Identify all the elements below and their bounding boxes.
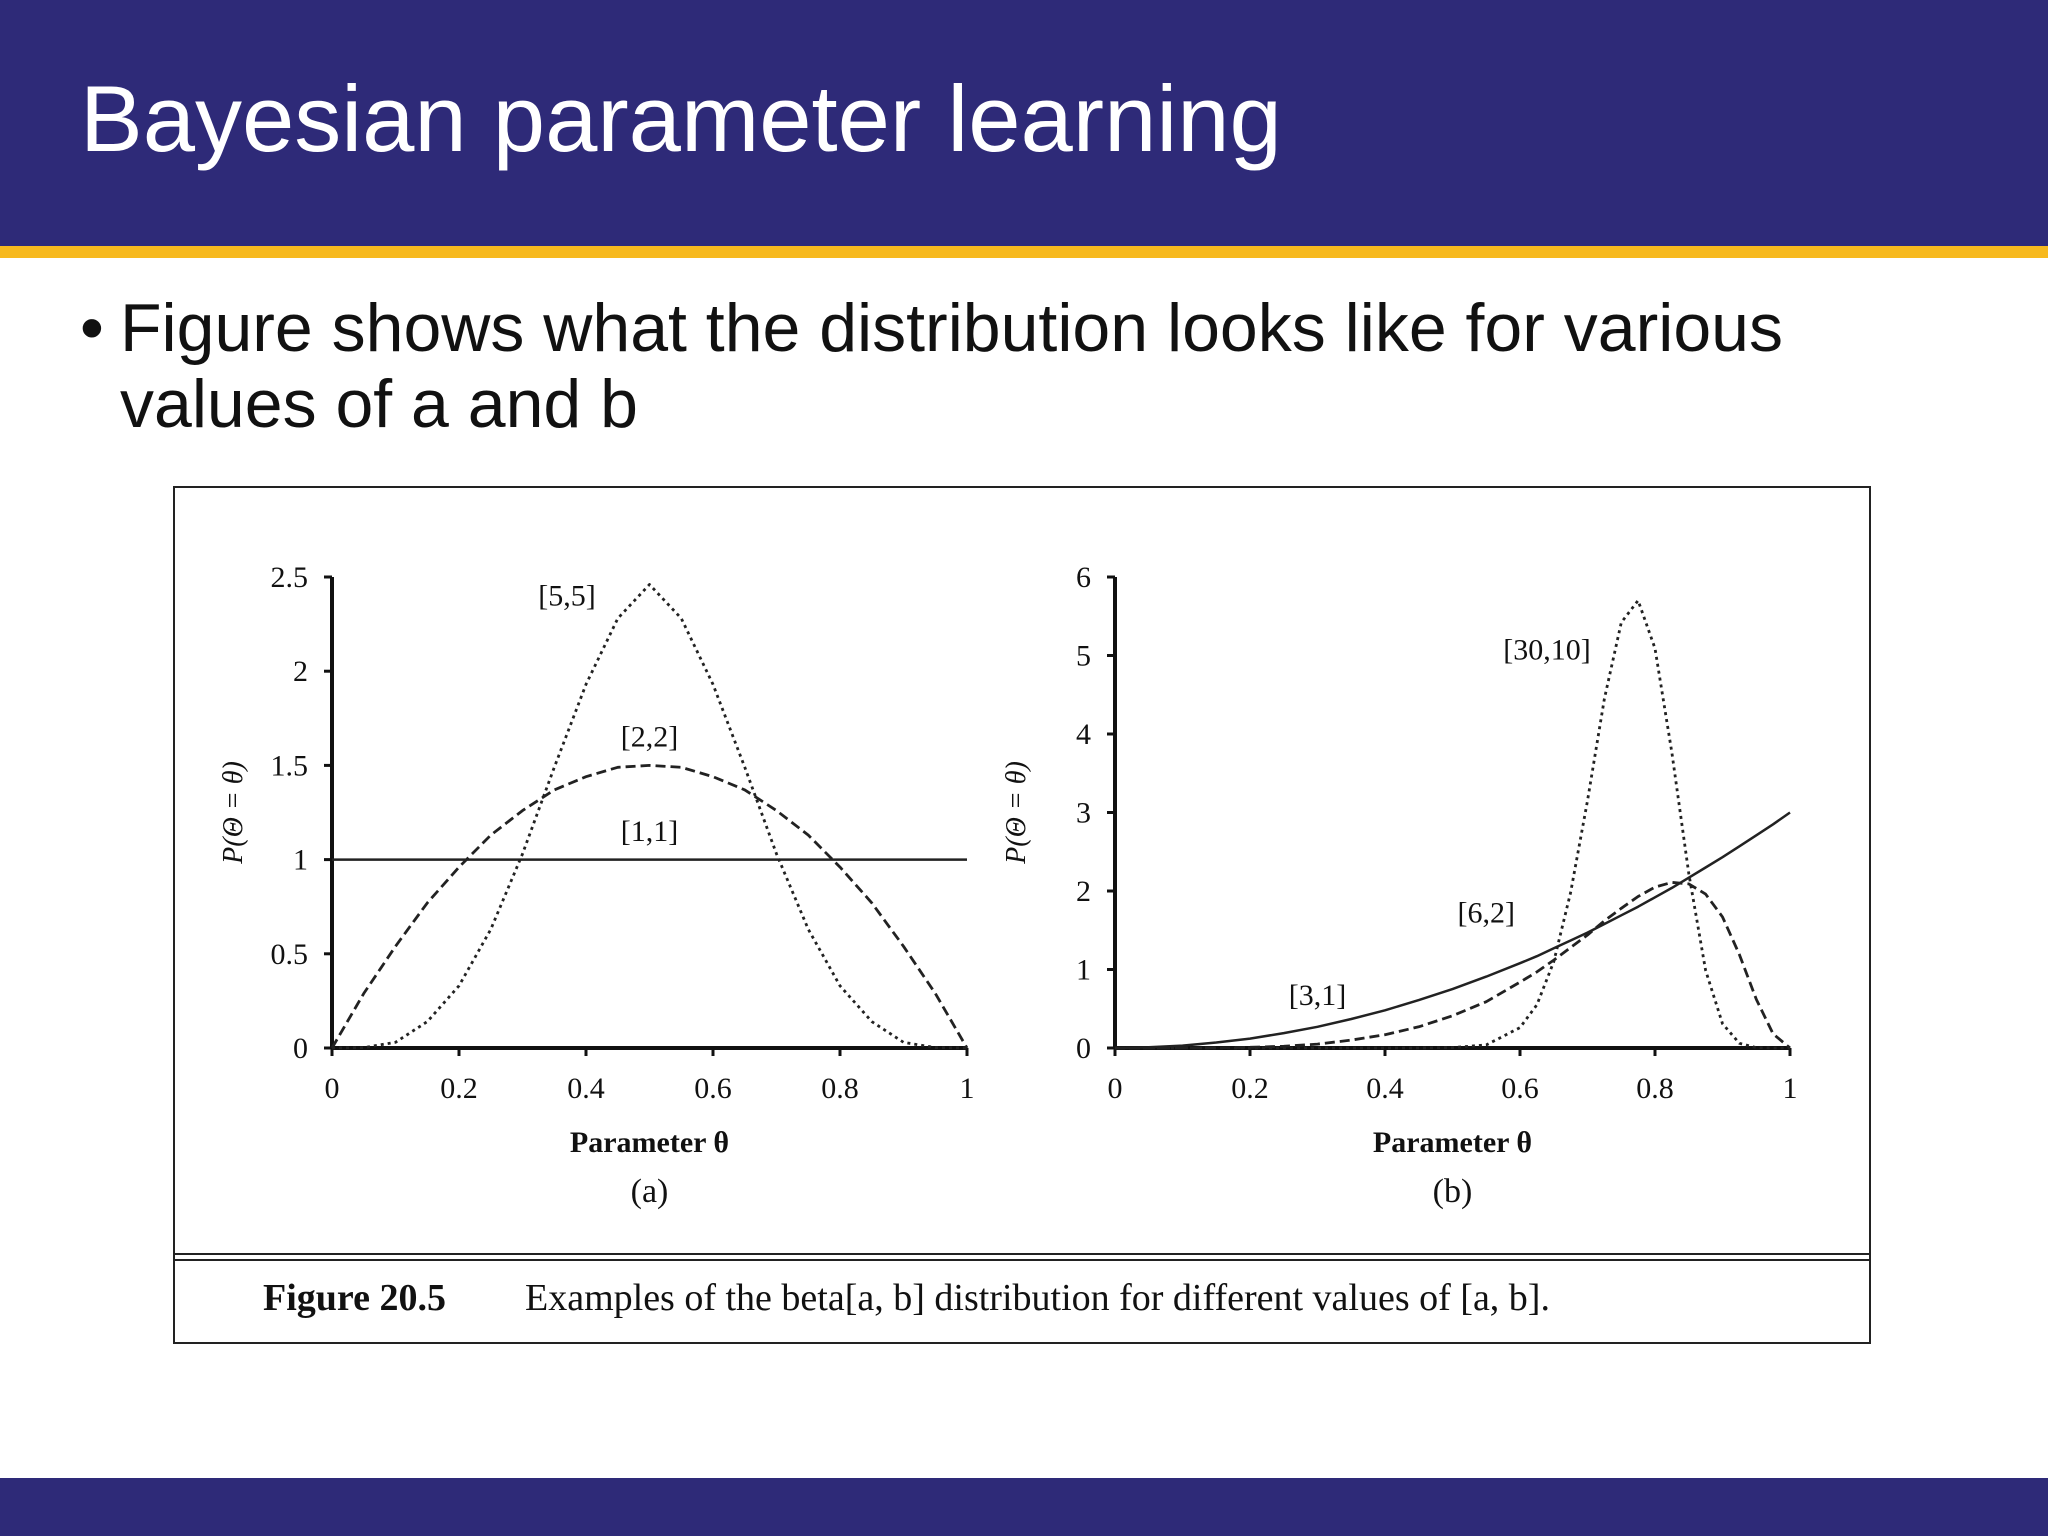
x-tick-label-a: 0 bbox=[325, 1072, 340, 1105]
x-tick-label-b: 0.4 bbox=[1366, 1072, 1404, 1105]
panel-label-a: (a) bbox=[631, 1173, 669, 1210]
x-tick-label-a: 0.6 bbox=[694, 1072, 732, 1105]
y-tick-label-b: 0 bbox=[1076, 1032, 1091, 1065]
y-tick-label-a: 2 bbox=[293, 655, 308, 688]
y-tick-label-a: 2.5 bbox=[271, 561, 309, 594]
panel-label-b: (b) bbox=[1433, 1173, 1473, 1210]
x-tick-label-b: 1 bbox=[1783, 1072, 1798, 1105]
x-tick-label-b: 0.6 bbox=[1501, 1072, 1539, 1105]
y-tick-label-a: 1 bbox=[293, 844, 308, 877]
y-axis-title-a: P(Θ = θ) bbox=[218, 761, 249, 865]
y-tick-label-b: 3 bbox=[1076, 797, 1091, 830]
x-axis-title-a: Parameter θ bbox=[570, 1126, 729, 1159]
y-tick-label-a: 1.5 bbox=[271, 749, 309, 782]
x-tick-label-b: 0.8 bbox=[1636, 1072, 1674, 1105]
y-tick-label-a: 0.5 bbox=[271, 938, 309, 971]
bullet-list: • Figure shows what the distribution loo… bbox=[80, 290, 1960, 442]
x-tick-label-a: 0.8 bbox=[821, 1072, 859, 1105]
series-label-b-3-1: [3,1] bbox=[1289, 979, 1346, 1012]
accent-rule bbox=[0, 246, 2048, 258]
y-axis-title-b: P(Θ = θ) bbox=[1001, 761, 1032, 865]
series-label-b-30-10: [30,10] bbox=[1503, 633, 1590, 666]
slide-header: Bayesian parameter learning bbox=[0, 0, 2048, 246]
y-tick-label-b: 5 bbox=[1076, 640, 1091, 673]
x-axis-title-b: Parameter θ bbox=[1373, 1126, 1532, 1159]
series-line-a-2-2 bbox=[330, 763, 969, 1049]
figure-caption-text: Examples of the beta[a, b] distribution … bbox=[525, 1277, 1550, 1319]
x-tick-label-a: 0.4 bbox=[567, 1072, 605, 1105]
series-label-a-5-5: [5,5] bbox=[538, 579, 595, 612]
beta-distribution-figure: 0 0.2 0.4 0.6 0.8 1 0 0.5 1 1.5 2 2.5 Parameter θ (a)… bbox=[175, 561, 1869, 1319]
y-tick-label-a: 0 bbox=[293, 1032, 308, 1065]
figure-frame: 0 0.2 0.4 0.6 0.8 1 0 0.5 1 1.5 2 2.5 Parameter θ (a)… bbox=[173, 486, 1871, 1344]
y-tick-label-b: 4 bbox=[1076, 718, 1091, 751]
figure-caption-label: Figure 20.5 bbox=[263, 1277, 446, 1319]
x-tick-label-a: 0.2 bbox=[440, 1072, 478, 1105]
series-label-b-6-2: [6,2] bbox=[1458, 896, 1515, 929]
series-line-b-3-1 bbox=[1114, 811, 1791, 1050]
bullet-marker: • bbox=[80, 290, 104, 366]
x-tick-label-b: 0 bbox=[1108, 1072, 1123, 1105]
y-tick-label-b: 6 bbox=[1076, 561, 1091, 594]
slide-title: Bayesian parameter learning bbox=[80, 66, 1282, 171]
slide-footer bbox=[0, 1478, 2048, 1536]
y-tick-label-b: 1 bbox=[1076, 954, 1091, 987]
chart-panel-b: 0 0.2 0.4 0.6 0.8 1 0 1 2 3 4 5 6 Parameter θ (b) P(Θ =… bbox=[1001, 561, 1798, 1210]
x-tick-label-a: 1 bbox=[960, 1072, 975, 1105]
chart-panel-a: 0 0.2 0.4 0.6 0.8 1 0 0.5 1 1.5 2 2.5 Parameter θ (a)… bbox=[218, 561, 975, 1210]
x-tick-label-b: 0.2 bbox=[1231, 1072, 1269, 1105]
series-line-b-6-2 bbox=[1115, 880, 1791, 1050]
bullet-text: Figure shows what the distribution looks… bbox=[120, 290, 1783, 442]
y-tick-label-b: 2 bbox=[1076, 875, 1091, 908]
series-line-a-5-5 bbox=[331, 583, 968, 1050]
series-label-a-2-2: [2,2] bbox=[621, 721, 678, 754]
series-line-b-30-10 bbox=[1115, 599, 1790, 1050]
series-label-a-1-1: [1,1] bbox=[621, 815, 678, 848]
